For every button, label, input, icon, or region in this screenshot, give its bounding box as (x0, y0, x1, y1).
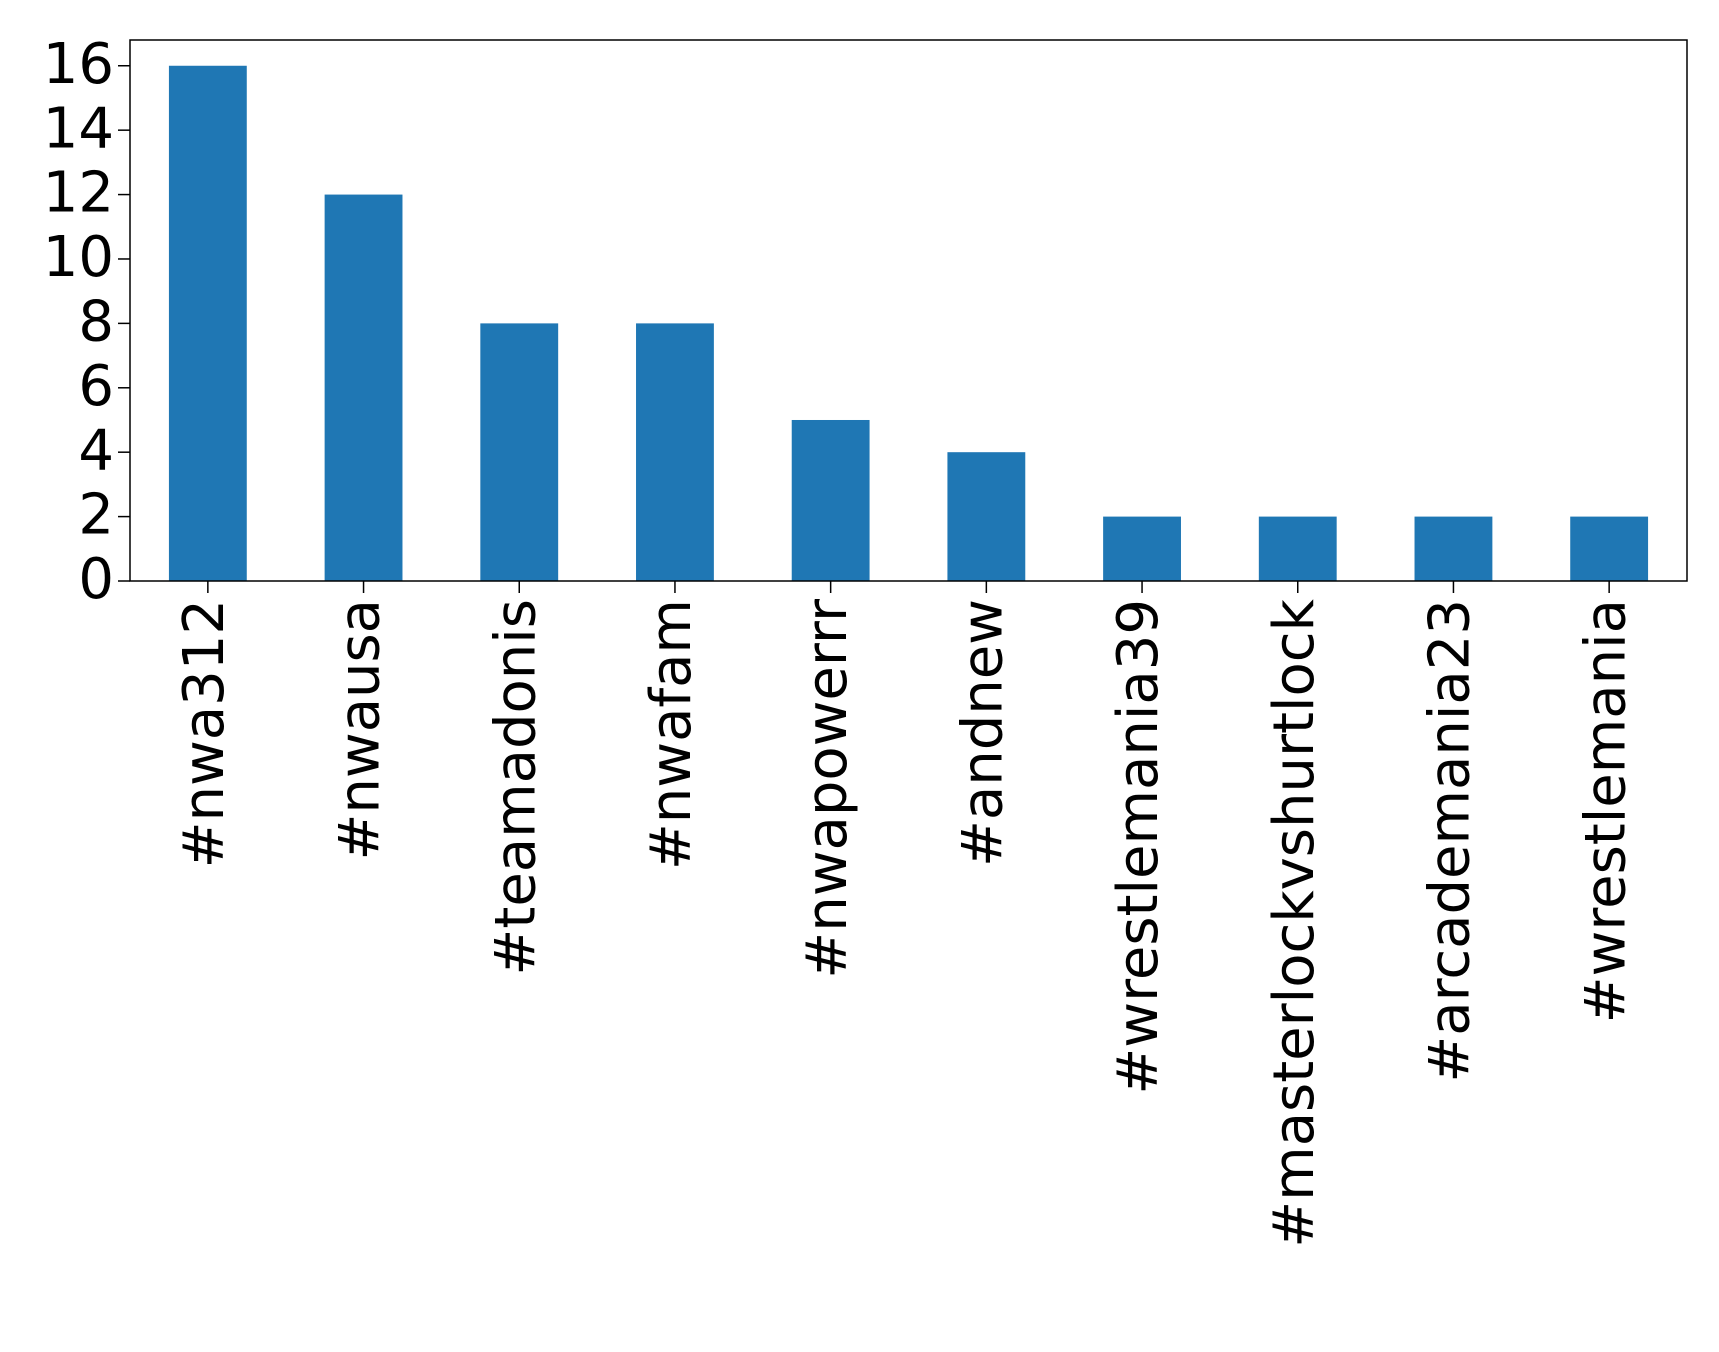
x-tick-label: #nwapowerrr (795, 598, 860, 979)
x-tick-label: #masterlockvshurtlock (1262, 598, 1327, 1247)
bar (791, 419, 870, 581)
y-tick-label: 4 (78, 418, 114, 483)
bar (324, 194, 403, 582)
bar (480, 323, 559, 581)
bar (636, 323, 714, 581)
x-tick-label: #teamadonis (483, 599, 548, 976)
x-tick-label: #arcademania23 (1418, 599, 1483, 1083)
y-tick-label: 10 (43, 225, 114, 290)
x-tick-label: #wrestlemania39 (1106, 599, 1171, 1095)
y-tick-label: 16 (43, 32, 114, 97)
bar (947, 452, 1026, 581)
y-tick-label: 8 (78, 290, 114, 355)
y-tick-label: 14 (43, 96, 114, 161)
plot-frame (129, 39, 1688, 582)
bar (1570, 516, 1649, 581)
x-tick-label: #nwausa (328, 599, 393, 861)
y-tick-label: 12 (43, 161, 114, 226)
x-tick-label: #wrestlemania (1573, 599, 1638, 1023)
bar (1258, 516, 1337, 581)
x-tick-label: #nwafam (639, 599, 704, 870)
y-tick-label: 6 (78, 354, 114, 419)
y-tick-label: 0 (78, 547, 114, 612)
y-tick-label: 2 (78, 483, 114, 548)
bar (1103, 516, 1181, 581)
x-tick-label: #andnew (950, 599, 1015, 867)
x-tick-label: #nwa312 (172, 599, 237, 868)
bar (168, 65, 247, 581)
bar (1414, 516, 1493, 581)
